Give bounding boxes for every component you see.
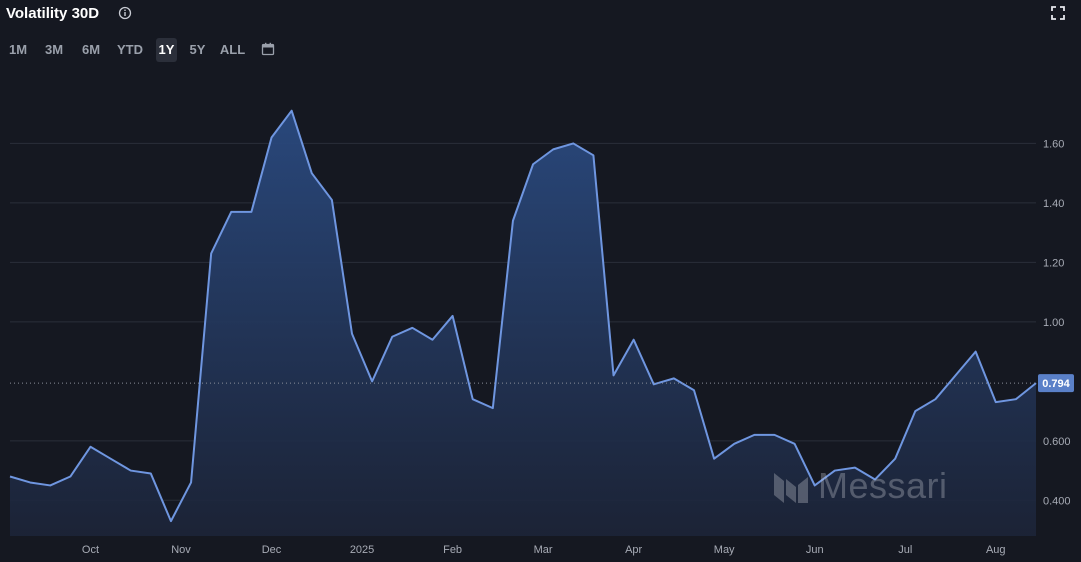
range-button-5y[interactable]: 5Y: [189, 42, 206, 57]
data-point[interactable]: [8, 474, 13, 479]
x-tick-label: 2025: [350, 544, 374, 556]
messari-logo-icon: [774, 473, 808, 503]
data-point[interactable]: [410, 325, 415, 330]
data-point[interactable]: [591, 153, 596, 158]
x-tick-label: Feb: [443, 544, 462, 556]
range-button-1m[interactable]: 1M: [8, 42, 28, 57]
data-point[interactable]: [249, 209, 254, 214]
data-point[interactable]: [571, 141, 576, 146]
range-button-6m[interactable]: 6M: [81, 42, 101, 57]
info-icon[interactable]: [118, 6, 132, 20]
fullscreen-icon[interactable]: [1051, 6, 1065, 20]
range-button-all[interactable]: ALL: [219, 42, 246, 57]
data-point[interactable]: [189, 480, 194, 485]
data-point[interactable]: [893, 456, 898, 461]
range-button-3m[interactable]: 3M: [44, 42, 64, 57]
x-tick-label: Jul: [898, 544, 912, 556]
data-point[interactable]: [329, 197, 334, 202]
data-point[interactable]: [1013, 397, 1018, 402]
data-point[interactable]: [531, 162, 536, 167]
y-tick-label: 0.400: [1043, 495, 1071, 507]
last-value-badge: [1038, 374, 1074, 393]
chart-title: Volatility 30D: [6, 5, 100, 22]
data-point[interactable]: [953, 373, 958, 378]
data-point[interactable]: [48, 483, 53, 488]
data-point[interactable]: [752, 432, 757, 437]
data-point[interactable]: [551, 147, 556, 152]
data-point[interactable]: [209, 251, 214, 256]
data-point[interactable]: [148, 471, 153, 476]
y-tick-label: 1.00: [1043, 317, 1064, 329]
y-tick-label: 0.600: [1043, 436, 1071, 448]
data-point[interactable]: [108, 456, 113, 461]
data-point[interactable]: [993, 400, 998, 405]
x-tick-label: Mar: [534, 544, 553, 556]
x-tick-label: Dec: [262, 544, 282, 556]
data-point[interactable]: [128, 468, 133, 473]
data-point[interactable]: [692, 388, 697, 393]
data-point[interactable]: [430, 337, 435, 342]
data-point[interactable]: [28, 480, 33, 485]
data-point[interactable]: [490, 406, 495, 411]
data-point[interactable]: [772, 432, 777, 437]
data-point[interactable]: [289, 108, 294, 113]
data-point[interactable]: [651, 382, 656, 387]
data-point[interactable]: [973, 349, 978, 354]
x-tick-label: Jun: [806, 544, 824, 556]
data-point[interactable]: [309, 171, 314, 176]
data-point[interactable]: [510, 218, 515, 223]
data-point[interactable]: [732, 441, 737, 446]
data-point[interactable]: [88, 444, 93, 449]
watermark-text: Messari: [818, 465, 948, 506]
volatility-area: [10, 110, 1036, 537]
x-tick-label: Oct: [82, 544, 99, 556]
data-point[interactable]: [390, 334, 395, 339]
data-point[interactable]: [168, 519, 173, 524]
data-point[interactable]: [913, 409, 918, 414]
data-point[interactable]: [350, 331, 355, 336]
data-point[interactable]: [631, 337, 636, 342]
data-point[interactable]: [229, 209, 234, 214]
data-point[interactable]: [712, 456, 717, 461]
x-tick-label: Aug: [986, 544, 1006, 556]
x-tick-label: May: [714, 544, 735, 556]
last-value-label: 0.794: [1042, 378, 1070, 390]
data-point[interactable]: [450, 313, 455, 318]
calendar-icon[interactable]: [261, 42, 275, 56]
y-tick-label: 1.20: [1043, 257, 1064, 269]
messari-watermark: Messari: [772, 465, 948, 506]
x-tick-label: Nov: [171, 544, 191, 556]
range-button-ytd[interactable]: YTD: [117, 42, 143, 57]
volatility-line: [9, 109, 1037, 523]
y-tick-label: 1.60: [1043, 138, 1064, 150]
x-tick-label: Apr: [625, 544, 642, 556]
data-point[interactable]: [933, 397, 938, 402]
range-button-1y[interactable]: 1Y: [156, 38, 177, 62]
data-point[interactable]: [470, 397, 475, 402]
data-point[interactable]: [269, 135, 274, 140]
data-point[interactable]: [671, 376, 676, 381]
data-point[interactable]: [68, 474, 73, 479]
y-tick-label: 1.40: [1043, 198, 1064, 210]
data-point[interactable]: [792, 441, 797, 446]
data-point[interactable]: [611, 373, 616, 378]
